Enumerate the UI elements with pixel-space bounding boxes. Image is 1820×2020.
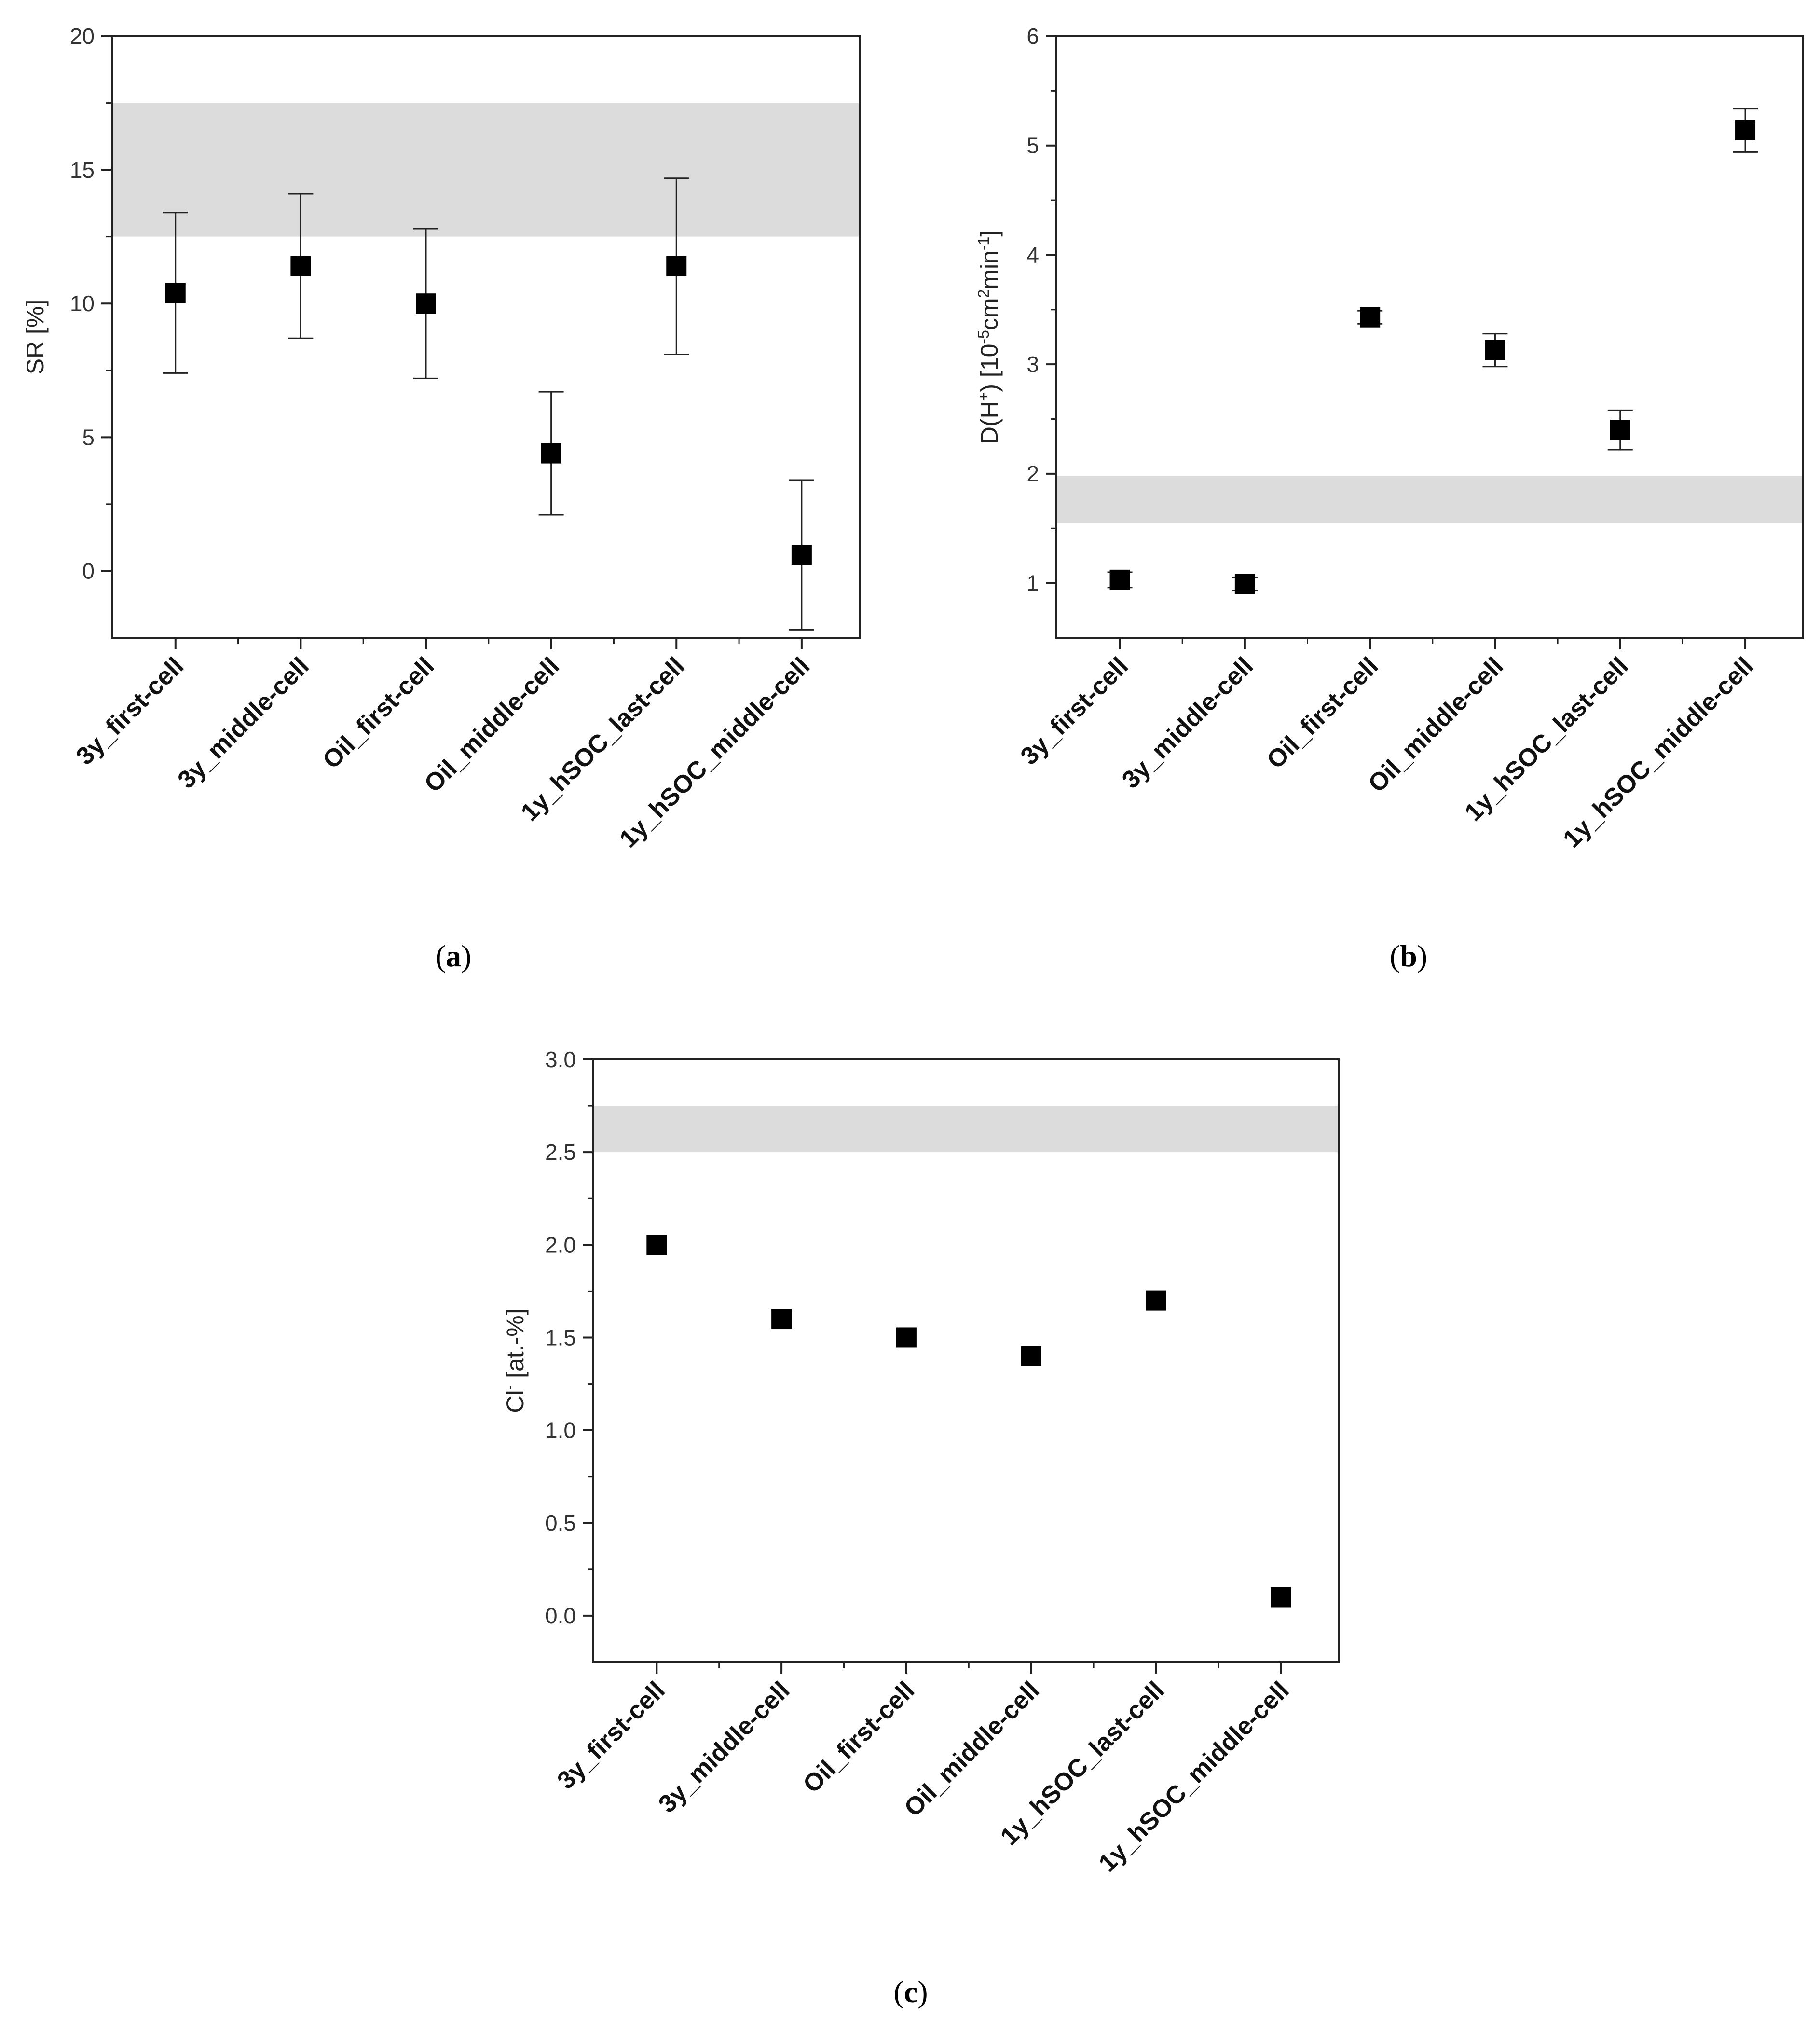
panel-b-ytick-label: 1 [1026, 571, 1039, 596]
panel-a-reference-band [112, 103, 860, 237]
panel-c-label: (c) [893, 1975, 928, 2009]
panel-c-ytick-label: 1.5 [545, 1325, 576, 1350]
panel-a-data-point [416, 293, 436, 314]
panel-b-category-label: 3y_middle-cell [1117, 652, 1259, 794]
panel-b-data-point [1109, 569, 1130, 590]
panel-a-ytick-label: 15 [70, 157, 95, 182]
panel-b-ytick-label: 2 [1026, 461, 1039, 486]
panel-c-category-label: Oil_middle-cell [899, 1676, 1045, 1822]
panel-c-ytick-label: 2.5 [545, 1140, 576, 1165]
panel-c-category-label: Oil_first-cell [798, 1676, 920, 1799]
panel-a-data-point [290, 256, 311, 276]
panel-b-ytick-label: 6 [1026, 24, 1039, 49]
panel-b-y-title: D(H+) [10-5cm2min-1] [975, 230, 1003, 444]
panel-b-category-label: Oil_middle-cell [1363, 652, 1509, 798]
panel-c-y-title: Cl- [at.-%] [501, 1308, 529, 1413]
panel-c-reference-band [593, 1106, 1339, 1153]
panel-b-ytick-label: 5 [1026, 133, 1039, 158]
panel-b-data-point [1360, 307, 1381, 328]
panel-a-plot-frame [111, 35, 861, 639]
panel-a-y-title: SR [%] [22, 300, 49, 375]
panel-c-data-point [896, 1327, 917, 1348]
panel-a-label: (a) [436, 939, 472, 973]
panel-b-plot-frame [1055, 35, 1804, 639]
panel-a-data-point [666, 256, 687, 276]
panel-a-ytick-label: 20 [70, 24, 95, 49]
panel-a-category-label: 3y_middle-cell [172, 652, 314, 794]
panel-c-data-point [771, 1309, 792, 1330]
panel-c-ytick-label: 2.0 [545, 1232, 576, 1257]
panel-b-category-label: 3y_first-cell [1015, 652, 1134, 770]
panel-a-category-label: Oil_first-cell [317, 652, 440, 774]
panel-c-ytick-label: 0.5 [545, 1511, 576, 1536]
panel-b-data-point [1735, 120, 1756, 140]
panel-c-data-point [1146, 1290, 1166, 1311]
panel-a-ytick-label: 5 [82, 425, 95, 450]
panel-c-category-label: 3y_first-cell [552, 1676, 670, 1794]
panel-a-category-label: 3y_first-cell [71, 652, 189, 770]
panel-c-data-point [1271, 1587, 1291, 1608]
panel-c-ytick-label: 0.0 [545, 1603, 576, 1628]
panel-b-data-point [1234, 574, 1255, 594]
panel-b-data-point [1485, 340, 1505, 360]
panel-a-data-point [541, 443, 561, 464]
panel-a-ytick-label: 10 [70, 291, 95, 316]
panel-b-data-point [1610, 420, 1630, 440]
panel-c-data-point [1021, 1346, 1041, 1366]
panel-a-category-label: Oil_middle-cell [419, 652, 565, 798]
panel-c-ytick-label: 1.0 [545, 1418, 576, 1443]
panel-a-ytick-label: 0 [82, 558, 95, 583]
panel-b-category-label: Oil_first-cell [1261, 652, 1384, 774]
panel-c: 0.0 0.5 1.0 1.5 2.0 2.5 3.0 3y_first-cell3y_mi… [501, 1047, 1340, 2009]
panel-c-category-label: 3y_middle-cell [653, 1676, 795, 1818]
panel-b-label: (b) [1390, 939, 1427, 973]
panel-b-reference-band [1056, 476, 1803, 523]
panel-c-ytick-label: 3.0 [545, 1047, 576, 1072]
panel-c-data-point [646, 1235, 667, 1255]
panel-b-ytick-label: 4 [1026, 242, 1039, 267]
panel-a-data-point [791, 545, 812, 565]
panel-a-data-point [165, 283, 186, 303]
panel-b-ytick-label: 3 [1026, 352, 1039, 377]
panel-c-plot-frame [592, 1058, 1340, 1663]
